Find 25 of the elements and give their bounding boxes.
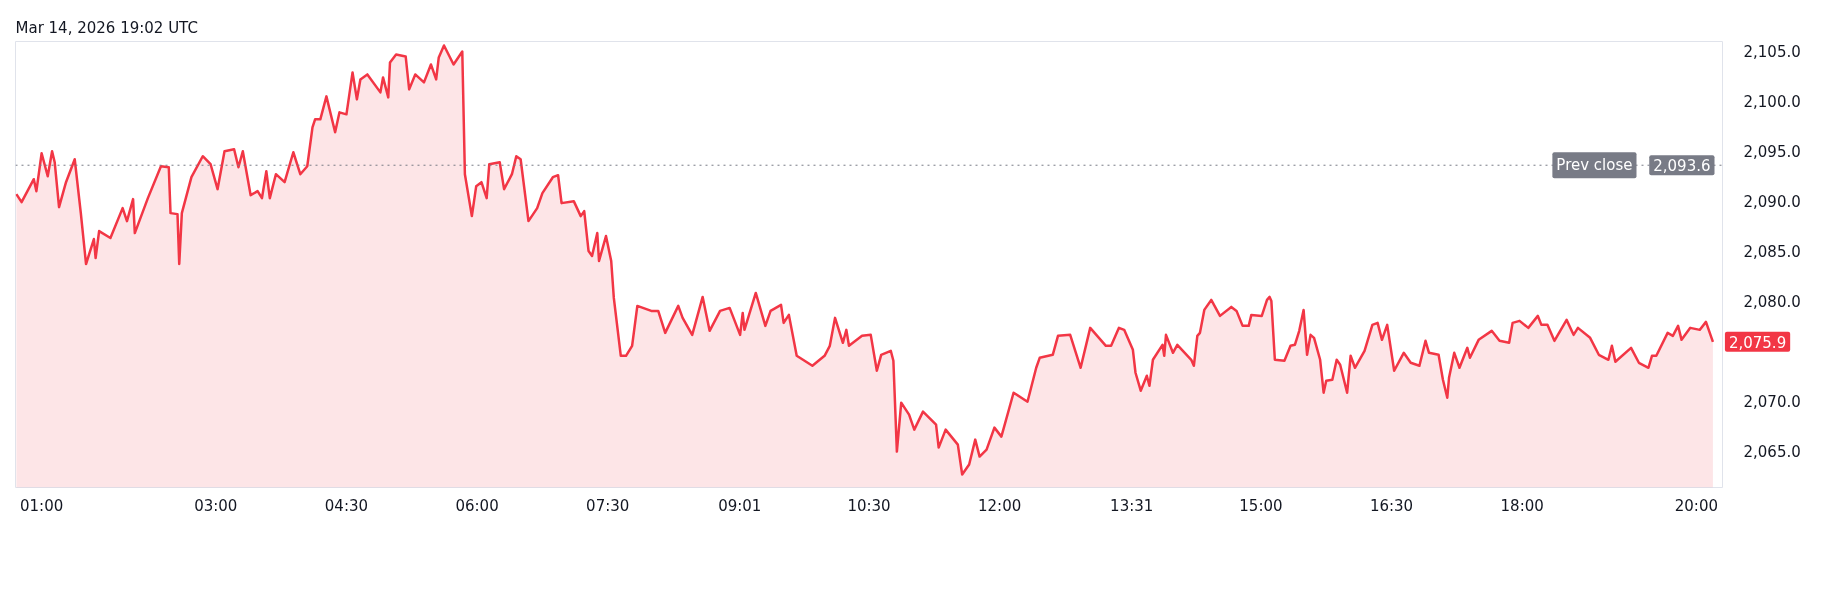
ref-line-label: Prev close [1556, 156, 1633, 175]
y-tick-label: 2,105.0 [1743, 43, 1801, 62]
y-tick-label: 2,100.0 [1743, 93, 1801, 112]
y-tick-label: 2,095.0 [1743, 143, 1801, 162]
x-tick-label: 16:30 [1369, 496, 1414, 515]
y-tick-label: 2,085.0 [1743, 243, 1801, 262]
y-tick-label: 2,090.0 [1743, 193, 1801, 212]
y-tick-label: 2,080.0 [1743, 292, 1801, 311]
y-tick-label: 2,070.0 [1743, 392, 1801, 411]
x-tick-label: 13:31 [1110, 496, 1154, 515]
chart-title: Mar 14, 2026 19:02 UTC [15, 18, 198, 37]
annotation: 2,093.6 [1653, 157, 1711, 176]
x-tick-label: 06:00 [455, 496, 499, 515]
x-tick-label: 12:00 [978, 496, 1022, 515]
x-tick-label: 04:30 [324, 496, 369, 515]
x-tick-label: 03:00 [194, 496, 238, 515]
annotation: 2,075.9 [1728, 333, 1787, 352]
x-tick-label: 10:30 [847, 496, 891, 515]
x-tick-label: 01:00 [20, 496, 64, 515]
y-tick-label: 2,065.0 [1743, 442, 1801, 461]
x-tick-label: 15:00 [1239, 496, 1283, 515]
x-tick-label: 20:00 [1674, 496, 1718, 515]
x-tick-label: 09:01 [718, 496, 762, 515]
x-tick-label: 18:00 [1500, 496, 1544, 515]
x-tick-label: 07:30 [586, 496, 630, 515]
